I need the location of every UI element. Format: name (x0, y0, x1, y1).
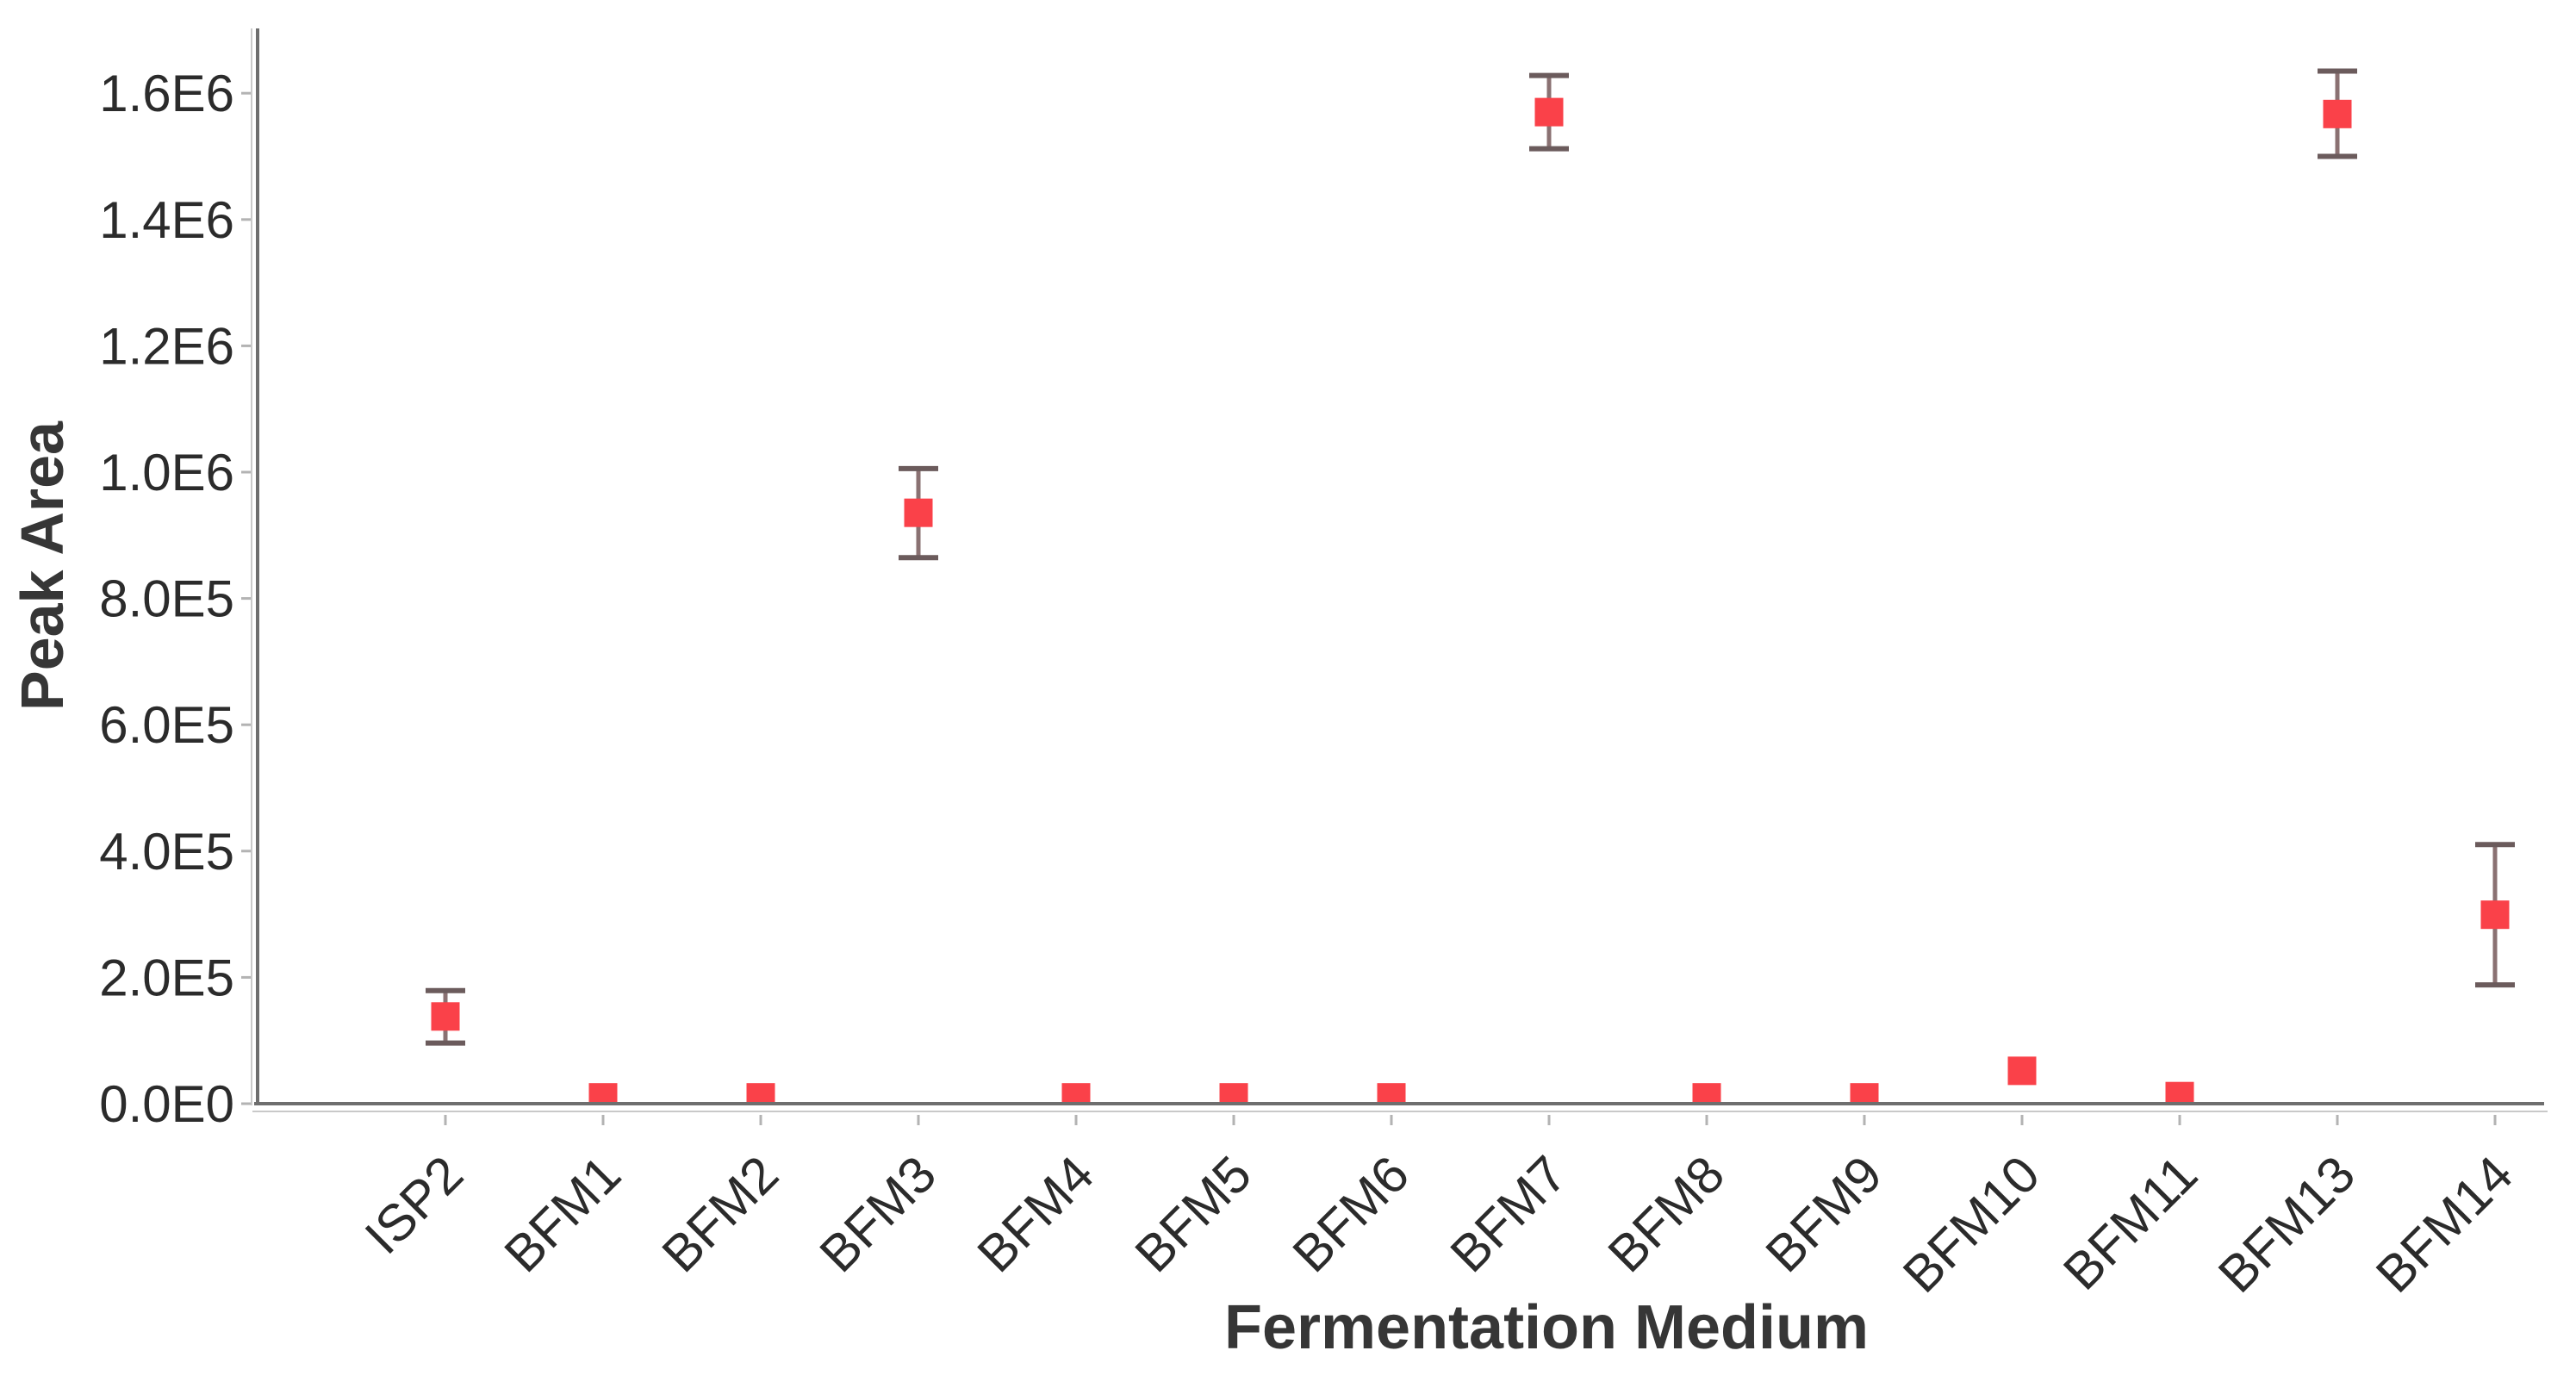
x-tick-label: BFM3 (809, 1145, 948, 1284)
x-tick-label: BFM6 (1282, 1145, 1421, 1284)
x-tick-label: BFM4 (967, 1145, 1105, 1284)
data-point-marker (1534, 97, 1564, 127)
x-tick-label: BFM5 (1124, 1145, 1263, 1284)
y-tick-label: 1.2E6 (99, 317, 234, 375)
data-point-marker (1692, 1083, 1721, 1105)
data-point-marker (1377, 1083, 1406, 1105)
data-point-marker (2007, 1056, 2037, 1086)
data-point-marker (2480, 900, 2510, 930)
data-point-marker (2165, 1081, 2194, 1105)
data-points-layer (426, 68, 2515, 1105)
axes-layer (251, 28, 2548, 1112)
x-tick-label: BFM1 (494, 1145, 632, 1284)
y-tick-label: 1.6E6 (99, 65, 234, 122)
x-tick-label: BFM8 (1597, 1145, 1736, 1284)
data-point-marker (1061, 1083, 1091, 1105)
x-axis-title: Fermentation Medium (1224, 1293, 1869, 1362)
x-tick-label: BFM10 (1892, 1145, 2050, 1304)
y-tick-label: 6.0E5 (99, 696, 234, 754)
y-tick-label: 1.0E6 (99, 444, 234, 501)
x-tick-label: BFM2 (651, 1145, 790, 1284)
x-tick-label: BFM7 (1440, 1145, 1578, 1284)
x-tick-label: BFM11 (2052, 1145, 2208, 1301)
y-tick-label: 8.0E5 (99, 570, 234, 628)
x-tick-label: BFM9 (1755, 1145, 1894, 1284)
data-point-marker (1850, 1083, 1879, 1105)
ticks-layer: 0.0E0 2.0E5 4.0E5 6.0E5 8.0E5 1.0E6 1.2E6 1.4E6… (99, 65, 2523, 1304)
data-point-marker (431, 1002, 460, 1031)
data-point-marker (588, 1083, 618, 1105)
x-tick-label: BFM13 (2207, 1145, 2366, 1304)
data-point-marker (746, 1083, 775, 1105)
data-point-marker (904, 498, 933, 527)
x-tick-label: BFM14 (2365, 1145, 2523, 1304)
y-tick-label: 2.0E5 (99, 949, 234, 1006)
data-point-marker (2323, 99, 2352, 128)
y-tick-label: 4.0E5 (99, 823, 234, 881)
y-axis-title: Peak Area (9, 420, 76, 711)
x-tick-label: ISP2 (354, 1145, 474, 1265)
y-tick-label: 1.4E6 (99, 191, 234, 249)
data-point-marker (1219, 1083, 1248, 1105)
y-tick-label: 0.0E0 (99, 1075, 234, 1133)
